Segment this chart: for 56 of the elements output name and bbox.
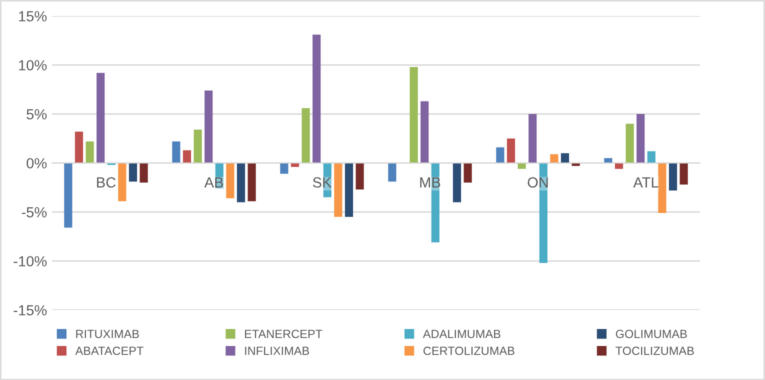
bar [74, 132, 84, 163]
bar [128, 163, 138, 182]
legend-label: ABATACEPT [75, 346, 144, 356]
bar [356, 163, 364, 190]
bar [388, 163, 396, 182]
y-tick-label: -10% [14, 256, 47, 266]
y-tick-label: 15% [19, 11, 47, 22]
y-tick-label: 10% [19, 60, 47, 70]
bar [614, 163, 624, 169]
bar [194, 130, 202, 163]
legend-label: GOLIMUMAB [616, 330, 687, 338]
bar [464, 163, 472, 183]
bar [528, 114, 537, 163]
bar [96, 72, 105, 163]
bar [658, 163, 666, 213]
bar [420, 101, 429, 163]
bar [410, 66, 418, 163]
y-tick-label: -15% [14, 305, 47, 316]
bar [182, 150, 192, 163]
bar [560, 153, 570, 163]
y-tick-label: 0% [26, 158, 47, 168]
bar [140, 163, 148, 183]
legend-label: ADALIMUMAB [422, 330, 500, 338]
bar [496, 147, 504, 163]
bar [604, 158, 612, 163]
bar [204, 90, 213, 163]
y-tick-label: -5% [22, 207, 47, 218]
bar [506, 138, 516, 163]
bar [302, 108, 310, 163]
bar [280, 163, 288, 174]
bar [236, 163, 246, 202]
legend-label: ETANERCEPT [245, 330, 322, 338]
legend-label: TOCILIZUMAB [616, 346, 694, 356]
bar [226, 163, 234, 198]
bar [636, 114, 645, 163]
bar [680, 163, 688, 185]
bar [550, 154, 558, 163]
legend-label: INFLIXIMAB [245, 346, 310, 355]
bar [248, 163, 256, 202]
bar [668, 163, 678, 190]
x-tick-label: BC [97, 177, 116, 188]
bar [626, 124, 634, 163]
legend-label: CERTOLIZUMAB [423, 346, 514, 356]
bar [86, 141, 94, 163]
bar [312, 34, 321, 163]
y-tick-label: 5% [26, 109, 47, 120]
bar [64, 163, 72, 228]
legend-label: RITUXIMAB [76, 330, 139, 338]
bar [647, 151, 656, 163]
bar [344, 163, 354, 217]
bar [452, 163, 462, 202]
bar [518, 163, 526, 169]
bar [172, 141, 180, 163]
x-tick-label: ATL [633, 177, 658, 188]
bar [334, 163, 342, 217]
bar [118, 163, 126, 202]
